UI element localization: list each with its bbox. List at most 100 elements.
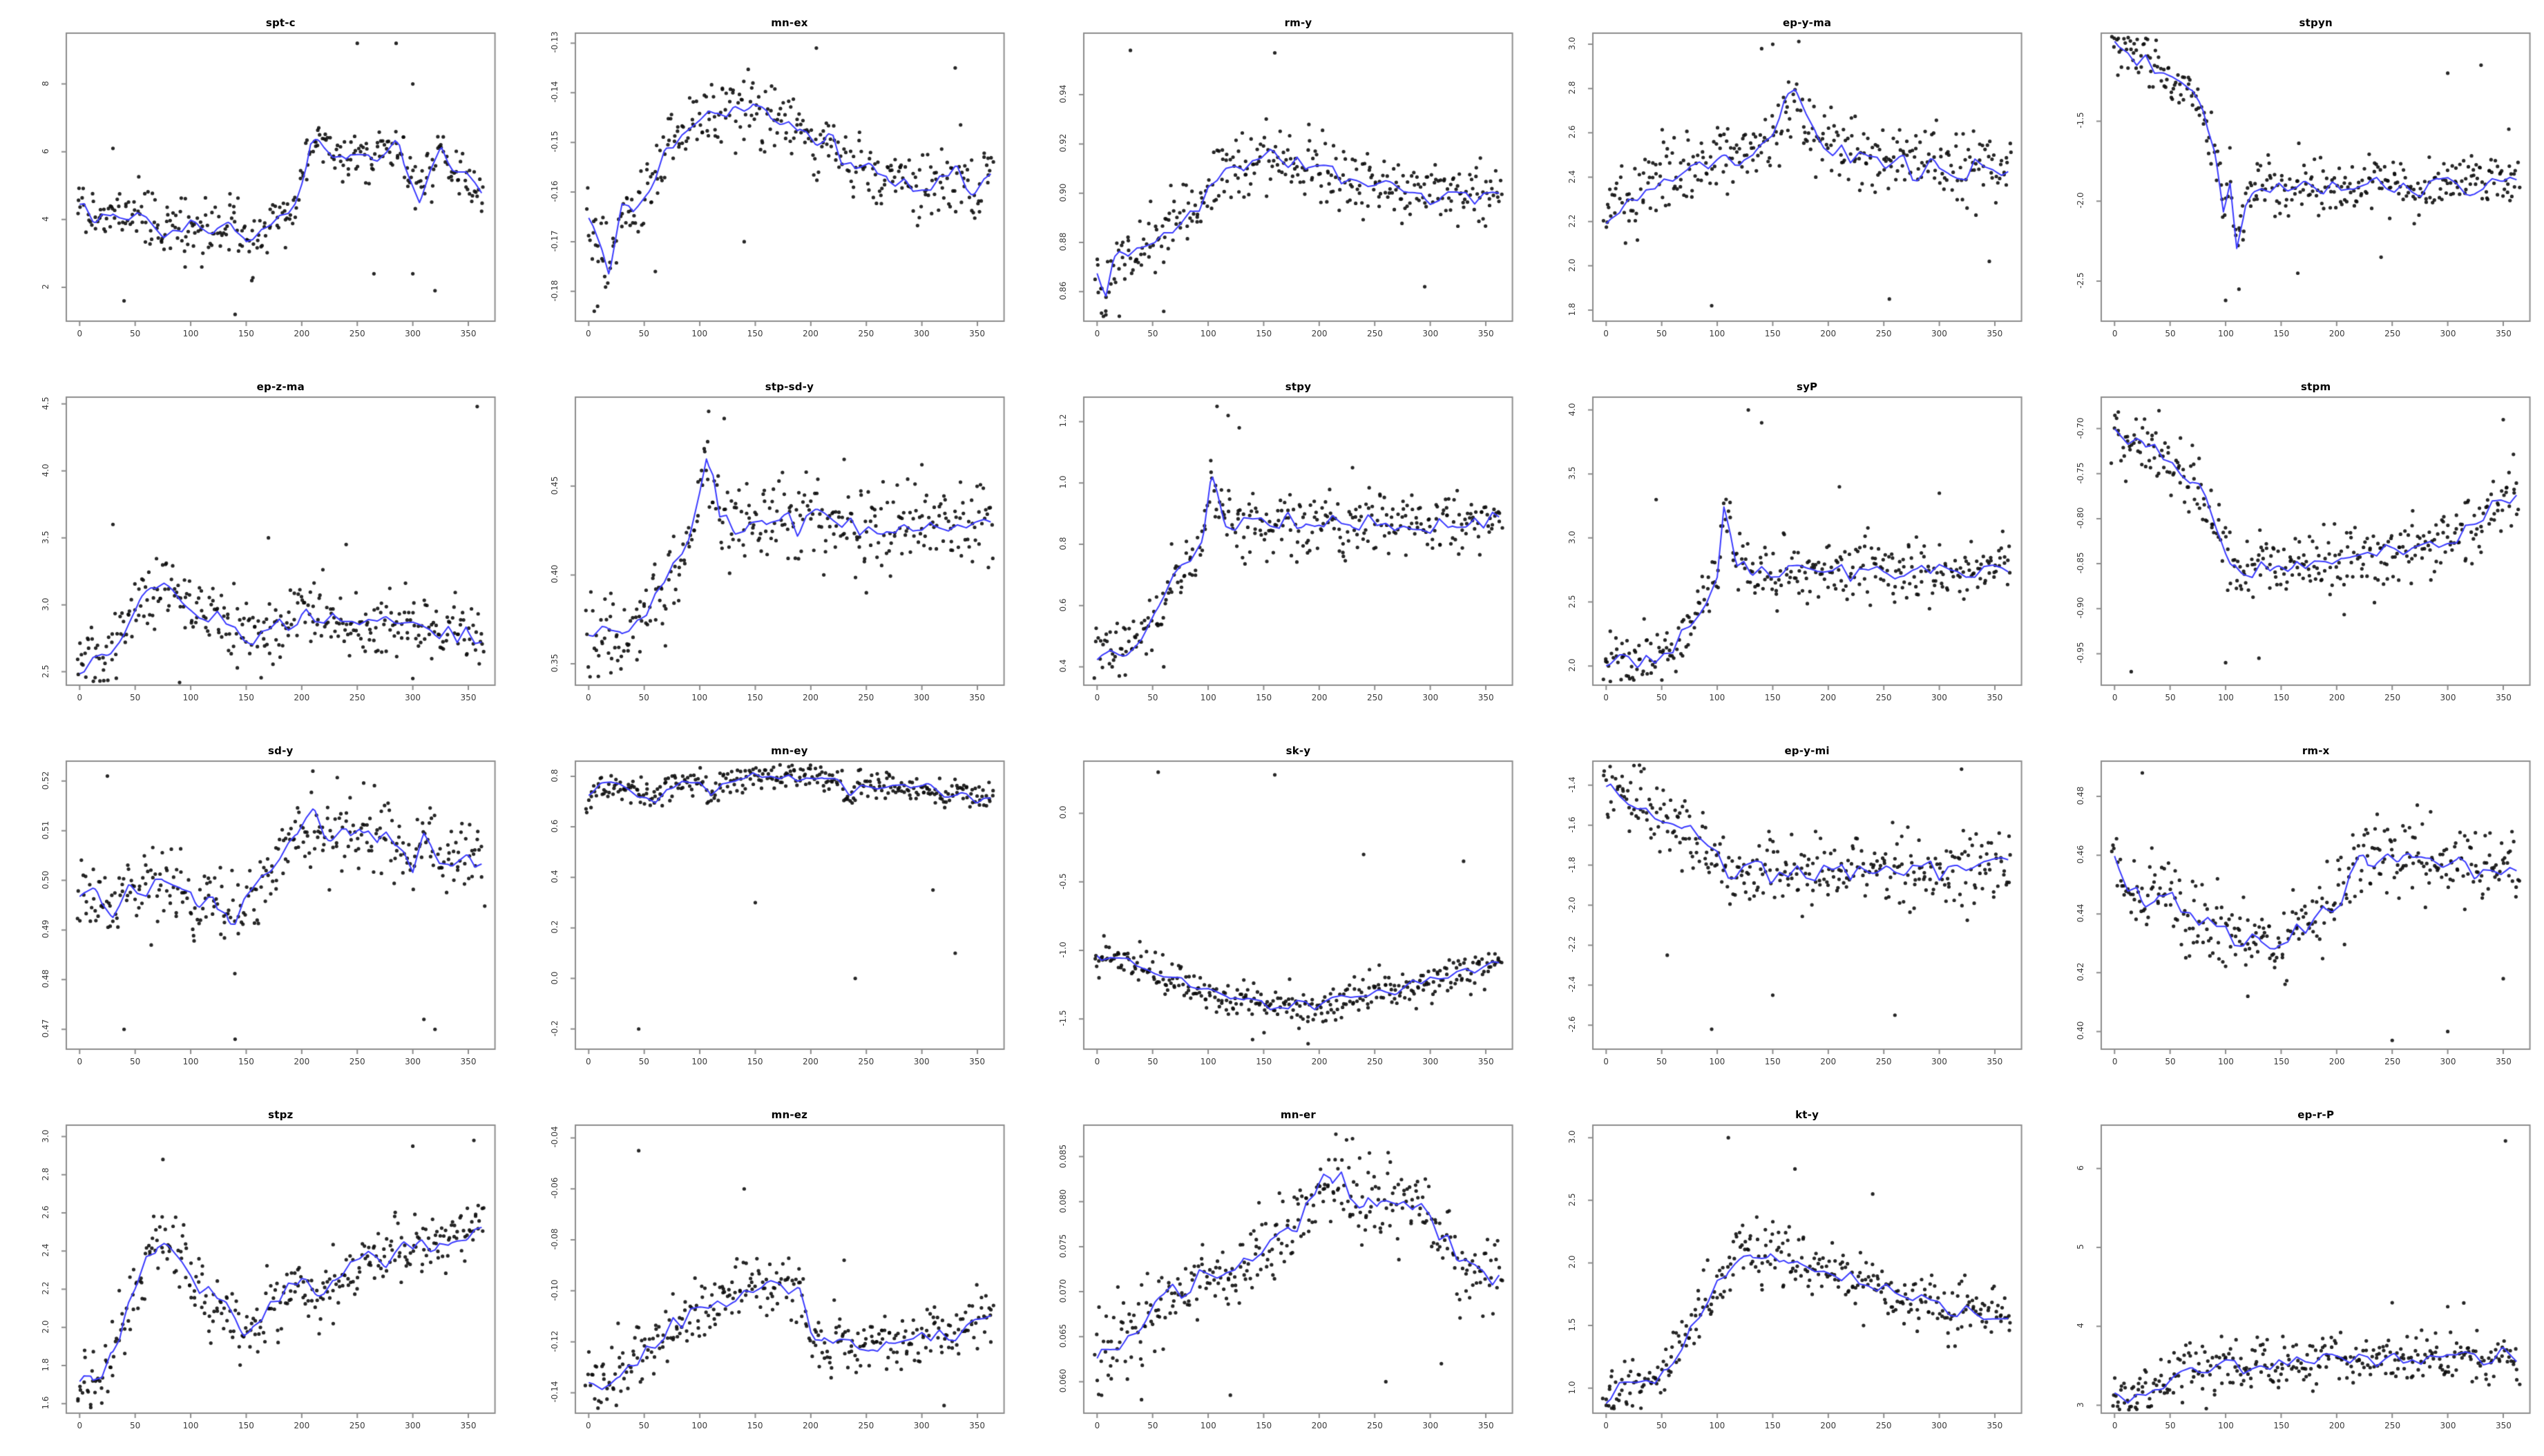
y-tick-label: -0.14: [549, 81, 560, 103]
y-tick-label: 4: [2076, 1323, 2086, 1329]
plot-title: sd-y: [268, 745, 294, 757]
y-tick-label: 2.0: [1567, 1255, 1577, 1269]
x-tick-label: 50: [1656, 329, 1667, 338]
x-tick-label: 350: [1477, 329, 1494, 338]
subplot-stp-sd-y: stp-sd-y 0.35 0.40 0.45 0 50 100 150 200 250 300 35…: [508, 364, 1018, 728]
plot-title: ep-y-ma: [1782, 17, 1832, 29]
x-tick-label: 250: [349, 1057, 365, 1066]
subplot-ep-y-mi: ep-y-mi -2.6 -2.4 -2.2 -2.0 -1.8 -1.6 -1.4 0 50 10…: [1526, 728, 2036, 1092]
plot-canvas-ep-y-ma: [1526, 0, 2036, 364]
x-tick-label: 350: [460, 1057, 477, 1066]
x-tick-label: 250: [858, 329, 874, 338]
x-tick-label: 350: [969, 329, 986, 338]
subplot-ep-r-p: ep-r-P 3 4 5 6 0 50 100 150 200 250 300 350: [2035, 1092, 2544, 1456]
x-tick-label: 0: [2112, 329, 2118, 338]
x-tick-label: 150: [2273, 1421, 2290, 1430]
y-tick-label: 2.0: [1567, 258, 1577, 272]
y-tick-label: -0.90: [2076, 597, 2086, 619]
y-tick-label: 0.46: [2076, 845, 2086, 864]
plot-title: stpz: [268, 1109, 294, 1121]
subplot-rm-y: rm-y 0.86 0.88 0.90 0.92 0.94 0 50 100 150 200 250 3…: [1017, 0, 1527, 364]
plot-canvas-mn-er: [1017, 1092, 1527, 1456]
y-tick-label: 0.080: [1058, 1189, 1069, 1213]
x-tick-label: 350: [1987, 1421, 2003, 1430]
y-tick-label: 0.6: [549, 819, 560, 833]
x-tick-label: 200: [1311, 1421, 1328, 1430]
x-tick-label: 350: [1477, 1421, 1494, 1430]
x-tick-label: 150: [747, 1421, 763, 1430]
subplot-rm-x: rm-x 0.40 0.42 0.44 0.46 0.48 0 50 100 150 200 250 3…: [2035, 728, 2544, 1092]
x-tick-label: 350: [460, 329, 477, 338]
y-tick-label: 0.8: [1058, 537, 1069, 550]
y-tick-label: 2.5: [41, 664, 50, 678]
x-tick-label: 150: [1256, 329, 1272, 338]
x-tick-label: 200: [1820, 1421, 1837, 1430]
plot-canvas-ep-y-mi: [1526, 728, 2036, 1092]
plot-canvas-mn-ex: [508, 0, 1018, 364]
x-tick-label: 0: [586, 1421, 591, 1430]
x-tick-label: 300: [1422, 1057, 1439, 1066]
x-tick-label: 200: [294, 1421, 310, 1430]
x-tick-label: 350: [2495, 693, 2512, 702]
x-tick-label: 50: [1147, 1421, 1158, 1430]
plot-canvas-stpy: [1017, 364, 1527, 728]
y-tick-label: 6: [41, 148, 50, 154]
plot-canvas-stpz: [0, 1092, 509, 1456]
y-tick-label: 3.0: [1567, 530, 1577, 544]
x-tick-label: 350: [969, 1421, 986, 1430]
x-tick-label: 50: [1147, 329, 1158, 338]
x-tick-label: 100: [2218, 693, 2234, 702]
y-tick-label: -2.6: [1567, 1016, 1577, 1033]
x-tick-label: 350: [1477, 693, 1494, 702]
x-tick-label: 100: [1709, 1421, 1725, 1430]
x-tick-label: 250: [1875, 1057, 1892, 1066]
x-tick-label: 50: [2165, 1057, 2176, 1066]
x-tick-label: 0: [77, 329, 83, 338]
plot-canvas-syp: [1526, 364, 2036, 728]
x-tick-label: 150: [238, 1421, 254, 1430]
x-tick-label: 300: [1931, 1421, 1947, 1430]
x-tick-label: 300: [2440, 693, 2456, 702]
x-tick-label: 350: [2495, 1421, 2512, 1430]
x-tick-label: 0: [1603, 1421, 1609, 1430]
subplot-mn-ey: mn-ey -0.2 0.0 0.2 0.4 0.6 0.8 0 50 100 150 200 250 3…: [508, 728, 1018, 1092]
x-tick-label: 150: [2273, 329, 2290, 338]
x-tick-label: 150: [1256, 1421, 1272, 1430]
plot-title: kt-y: [1795, 1109, 1819, 1121]
y-tick-label: 0.47: [41, 1019, 50, 1038]
subplot-mn-er: mn-er 0.060 0.065 0.070 0.075 0.080 0.085 0 50 10…: [1017, 1092, 1527, 1456]
y-tick-label: 0.085: [1058, 1144, 1069, 1168]
x-tick-label: 300: [405, 329, 421, 338]
x-tick-label: 250: [1366, 1421, 1383, 1430]
y-tick-label: -0.85: [2076, 552, 2086, 574]
y-tick-label: 2.2: [1567, 214, 1577, 228]
x-tick-label: 250: [1366, 329, 1383, 338]
x-tick-label: 200: [1311, 329, 1328, 338]
y-tick-label: 0.48: [41, 969, 50, 988]
x-tick-label: 250: [2384, 1057, 2401, 1066]
x-tick-label: 50: [130, 1057, 141, 1066]
x-tick-label: 200: [1311, 693, 1328, 702]
x-tick-label: 100: [1709, 1057, 1725, 1066]
subplot-mn-ez: mn-ez -0.14 -0.12 -0.10 -0.08 -0.06 -0.04 0 50 10…: [508, 1092, 1018, 1456]
y-tick-label: -2.4: [1567, 976, 1577, 993]
y-tick-label: 0.6: [1058, 598, 1069, 612]
y-tick-label: 0.4: [1058, 659, 1069, 673]
y-tick-label: 4.5: [41, 396, 50, 410]
x-tick-label: 50: [638, 693, 649, 702]
x-tick-label: 100: [1709, 693, 1725, 702]
x-tick-label: 200: [802, 329, 819, 338]
plot-canvas-mn-ey: [508, 728, 1018, 1092]
plot-canvas-rm-x: [2035, 728, 2544, 1092]
subplot-stpm: stpm -0.95 -0.90 -0.85 -0.80 -0.75 -0.70 0 50 100…: [2035, 364, 2544, 728]
plot-title: ep-r-P: [2297, 1109, 2335, 1121]
plot-canvas-stp-sd-y: [508, 364, 1018, 728]
x-tick-label: 300: [1422, 1421, 1439, 1430]
x-tick-label: 300: [1422, 693, 1439, 702]
y-tick-label: 1.6: [41, 1396, 50, 1410]
x-tick-label: 100: [2218, 1421, 2234, 1430]
x-tick-label: 300: [1422, 329, 1439, 338]
subplot-stpy: stpy 0.4 0.6 0.8 1.0 1.2 0 50 100 150 200 250 300 350: [1017, 364, 1527, 728]
x-tick-label: 100: [691, 693, 708, 702]
y-tick-label: -0.70: [2076, 417, 2086, 439]
